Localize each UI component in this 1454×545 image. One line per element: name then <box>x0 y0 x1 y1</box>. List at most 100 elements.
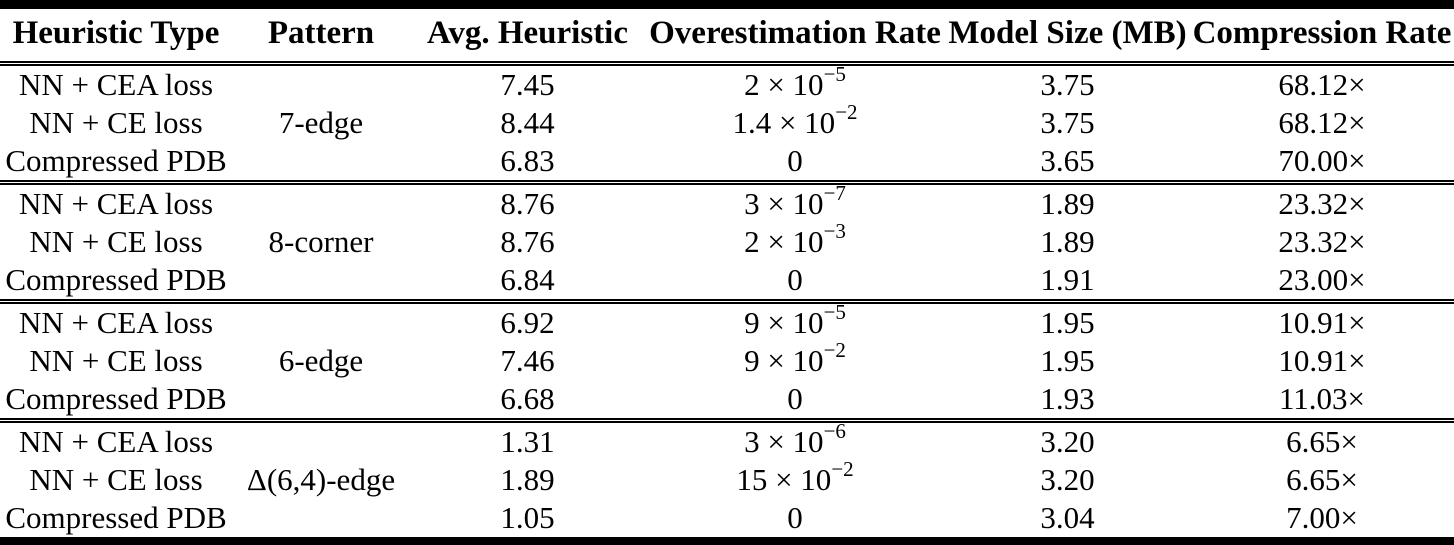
cell-model-size: 1.93 <box>1040 380 1095 416</box>
cell-model-size: 1.95 <box>1040 304 1095 340</box>
cell-compression-rate: 23.32× <box>1278 185 1366 221</box>
cell-model-size: 3.20 <box>1040 423 1095 459</box>
table-row: NN + CEA loss 8-corner 8.76 3 × 10−7 1.8… <box>0 183 1454 258</box>
col-header-model-size: Model Size (MB) <box>948 15 1187 51</box>
cell-compression-rate: 23.00× <box>1278 261 1366 297</box>
cell-heuristic-type: NN + CEA loss <box>18 185 214 221</box>
cell-heuristic-type: NN + CEA loss <box>18 423 214 459</box>
cell-model-size: 1.95 <box>1040 342 1095 378</box>
overestimation-exponent: −2 <box>835 100 858 125</box>
overestimation-exponent: −5 <box>823 300 846 325</box>
cell-overestimation-rate: 2 × 10−3 <box>645 221 945 261</box>
table-row: NN + CEA loss 6-edge 6.92 9 × 10−5 1.95 … <box>0 302 1454 377</box>
cell-avg-heuristic: 6.84 <box>500 261 555 297</box>
cell-heuristic-type: NN + CE loss <box>29 461 203 497</box>
overestimation-base: 0 <box>787 380 803 416</box>
cell-overestimation-rate: 0 <box>645 499 945 541</box>
cell-overestimation-rate: 0 <box>645 261 945 302</box>
col-header-compression-rate: Compression Rate <box>1192 15 1452 51</box>
cell-heuristic-type: NN + CEA loss <box>18 304 214 340</box>
cell-heuristic-type: Compressed PDB <box>5 261 227 297</box>
overestimation-exponent: −3 <box>823 219 846 244</box>
overestimation-exponent: −6 <box>823 419 846 444</box>
overestimation-base: 0 <box>787 261 803 297</box>
cell-compression-rate: 68.12× <box>1278 104 1366 140</box>
col-header-avg-heuristic: Avg. Heuristic <box>426 15 628 51</box>
cell-model-size: 1.91 <box>1040 261 1095 297</box>
cell-avg-heuristic: 6.92 <box>500 304 555 340</box>
cell-avg-heuristic: 1.31 <box>500 423 555 459</box>
cell-overestimation-rate: 0 <box>645 380 945 421</box>
cell-avg-heuristic: 7.45 <box>500 66 555 102</box>
cell-pattern: Δ(6,4)-edge <box>246 461 396 497</box>
cell-model-size: 3.04 <box>1040 499 1095 535</box>
cell-overestimation-rate: 15 × 10−2 <box>645 459 945 499</box>
cell-heuristic-type: NN + CE loss <box>29 104 203 140</box>
cell-heuristic-type: NN + CE loss <box>29 342 203 378</box>
cell-model-size: 3.65 <box>1040 142 1095 178</box>
overestimation-exponent: −2 <box>831 457 854 482</box>
col-header-heuristic-type: Heuristic Type <box>12 15 220 51</box>
cell-avg-heuristic: 8.76 <box>500 223 555 259</box>
cell-compression-rate: 68.12× <box>1278 66 1366 102</box>
col-header-overestimation-rate: Overestimation Rate <box>649 15 941 51</box>
overestimation-base: 3 × 10 <box>744 185 824 221</box>
cell-pattern: 6-edge <box>278 342 364 378</box>
cell-overestimation-rate: 3 × 10−7 <box>645 183 945 224</box>
cell-compression-rate: 11.03× <box>1278 380 1366 416</box>
cell-compression-rate: 6.65× <box>1286 461 1358 497</box>
cell-overestimation-rate: 3 × 10−6 <box>645 421 945 462</box>
col-header-pattern: Pattern <box>267 15 375 51</box>
cell-model-size: 1.89 <box>1040 185 1095 221</box>
header-row: Heuristic Type Pattern Avg. Heuristic Ov… <box>0 5 1454 64</box>
cell-heuristic-type: NN + CEA loss <box>18 66 214 102</box>
cell-compression-rate: 70.00× <box>1278 142 1366 178</box>
cell-model-size: 3.75 <box>1040 66 1095 102</box>
table-row: Compressed PDB 6.83 0 3.65 70.00× <box>0 142 1454 183</box>
cell-heuristic-type: NN + CE loss <box>29 223 203 259</box>
group-7-edge: NN + CEA loss 7-edge 7.45 2 × 10−5 3.75 … <box>0 64 1454 183</box>
overestimation-base: 9 × 10 <box>744 342 824 378</box>
overestimation-base: 3 × 10 <box>744 423 824 459</box>
table-row: NN + CE loss 7.46 9 × 10−2 1.95 10.91× <box>0 340 1454 380</box>
overestimation-base: 9 × 10 <box>744 304 824 340</box>
overestimation-base: 1.4 × 10 <box>732 104 836 140</box>
cell-compression-rate: 10.91× <box>1278 304 1366 340</box>
cell-overestimation-rate: 1.4 × 10−2 <box>645 102 945 142</box>
cell-overestimation-rate: 0 <box>645 142 945 183</box>
cell-model-size: 3.75 <box>1040 104 1095 140</box>
cell-heuristic-type: Compressed PDB <box>5 380 227 416</box>
cell-heuristic-type: Compressed PDB <box>5 142 227 178</box>
cell-overestimation-rate: 9 × 10−5 <box>645 302 945 343</box>
cell-model-size: 3.20 <box>1040 461 1095 497</box>
cell-model-size: 1.89 <box>1040 223 1095 259</box>
overestimation-exponent: −7 <box>823 181 846 206</box>
cell-compression-rate: 7.00× <box>1286 499 1358 535</box>
cell-avg-heuristic: 8.76 <box>500 185 555 221</box>
cell-overestimation-rate: 2 × 10−5 <box>645 64 945 105</box>
table-row: NN + CEA loss 7-edge 7.45 2 × 10−5 3.75 … <box>0 64 1454 139</box>
cell-avg-heuristic: 7.46 <box>500 342 555 378</box>
group-6-edge: NN + CEA loss 6-edge 6.92 9 × 10−5 1.95 … <box>0 301 1454 421</box>
table-row: Compressed PDB 6.68 0 1.93 11.03× <box>0 380 1454 421</box>
cell-overestimation-rate: 9 × 10−2 <box>645 340 945 380</box>
cell-avg-heuristic: 6.68 <box>500 380 555 416</box>
overestimation-exponent: −2 <box>823 338 846 363</box>
cell-avg-heuristic: 1.05 <box>500 499 555 535</box>
table-row: NN + CE loss 8.44 1.4 × 10−2 3.75 68.12× <box>0 102 1454 142</box>
cell-avg-heuristic: 6.83 <box>500 142 555 178</box>
overestimation-base: 0 <box>787 499 803 535</box>
overestimation-base: 15 × 10 <box>736 461 832 497</box>
table-row: NN + CE loss 1.89 15 × 10−2 3.20 6.65× <box>0 459 1454 499</box>
cell-avg-heuristic: 1.89 <box>500 461 555 497</box>
cell-pattern: 7-edge <box>278 104 364 140</box>
group-8-corner: NN + CEA loss 8-corner 8.76 3 × 10−7 1.8… <box>0 182 1454 302</box>
cell-compression-rate: 6.65× <box>1286 423 1358 459</box>
table-row: Compressed PDB 1.05 0 3.04 7.00× <box>0 499 1454 541</box>
table-row: Compressed PDB 6.84 0 1.91 23.00× <box>0 261 1454 302</box>
overestimation-exponent: −5 <box>823 62 846 87</box>
table-row: NN + CEA loss Δ(6,4)-edge 1.31 3 × 10−6 … <box>0 421 1454 496</box>
table-row: NN + CE loss 8.76 2 × 10−3 1.89 23.32× <box>0 221 1454 261</box>
cell-compression-rate: 23.32× <box>1278 223 1366 259</box>
